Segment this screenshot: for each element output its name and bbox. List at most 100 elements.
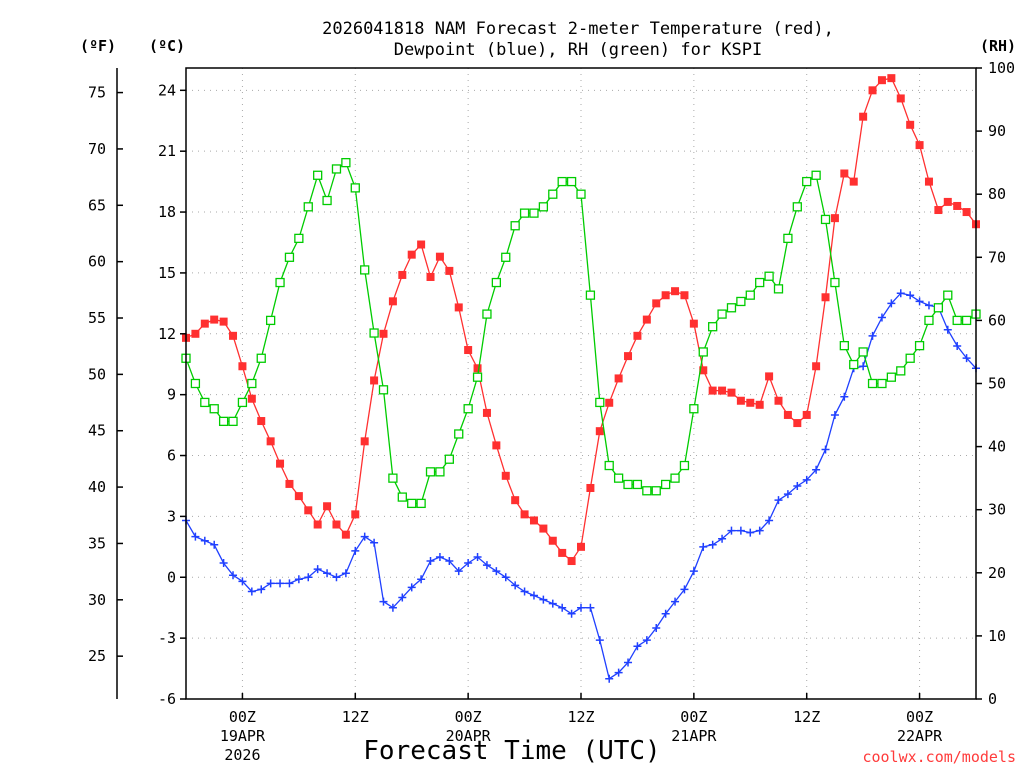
rh-point bbox=[538, 202, 549, 212]
rh-point bbox=[425, 467, 436, 477]
celsius-unit-label: (ºC) bbox=[149, 37, 185, 55]
rh-point bbox=[924, 315, 934, 326]
rh-tick-label: 20 bbox=[988, 564, 1006, 582]
rh-point bbox=[247, 378, 257, 389]
celsius-tick-label: 18 bbox=[158, 203, 176, 221]
time-tick-label: 00Z bbox=[906, 708, 933, 726]
rh-point bbox=[548, 189, 558, 199]
temperature-point bbox=[529, 516, 538, 525]
temperature-point bbox=[840, 169, 849, 178]
rh-point bbox=[378, 385, 389, 395]
rh-point bbox=[341, 157, 351, 168]
temperature-point bbox=[830, 214, 839, 223]
rh-point bbox=[303, 202, 313, 212]
rh-point bbox=[877, 378, 887, 389]
rh-point bbox=[933, 303, 944, 313]
rh-point bbox=[736, 296, 746, 307]
dewpoint-point bbox=[257, 585, 266, 594]
rh-point bbox=[491, 277, 502, 288]
temperature-point bbox=[896, 94, 905, 103]
fahrenheit-tick-label: 55 bbox=[88, 309, 106, 327]
temperature-point bbox=[943, 197, 952, 206]
dewpoint-point bbox=[304, 573, 313, 582]
temperature-point bbox=[586, 483, 595, 492]
temperature-point bbox=[191, 329, 200, 338]
temperature-point bbox=[379, 329, 388, 338]
rh-point bbox=[914, 340, 925, 351]
rh-tick-label: 10 bbox=[988, 627, 1006, 645]
celsius-tick-label: 24 bbox=[158, 81, 176, 99]
celsius-axis: -6 -3 0 3 6 9 12 15 18 21 24 bbox=[158, 81, 186, 708]
fahrenheit-unit-label: (ºF) bbox=[80, 37, 116, 55]
dewpoint-point bbox=[624, 658, 633, 667]
dewpoint-point bbox=[191, 532, 200, 541]
time-tick-label: 12Z bbox=[342, 708, 369, 726]
celsius-tick-label: 3 bbox=[167, 507, 176, 525]
rh-point bbox=[322, 195, 332, 206]
rh-point bbox=[726, 303, 737, 313]
rh-point bbox=[886, 372, 897, 382]
year-tick-label: 2026 bbox=[224, 746, 260, 764]
dewpoint-point bbox=[210, 540, 219, 549]
temperature-point bbox=[642, 315, 651, 324]
fahrenheit-tick-label: 70 bbox=[88, 140, 106, 158]
temperature-point bbox=[924, 177, 933, 186]
temperature-point bbox=[953, 201, 962, 210]
chart-title-line2: Dewpoint (blue), RH (green) for KSPI bbox=[394, 40, 762, 60]
rh-point bbox=[905, 353, 915, 363]
temperature-point bbox=[332, 520, 341, 529]
rh-point bbox=[783, 233, 793, 244]
temperature-point bbox=[482, 408, 491, 417]
dewpoint-series bbox=[182, 289, 980, 683]
dewpoint-point bbox=[567, 609, 576, 618]
dewpoint-point bbox=[680, 585, 689, 594]
series-layer bbox=[181, 74, 981, 683]
rh-point bbox=[444, 454, 454, 464]
dewpoint-point bbox=[755, 526, 764, 535]
dewpoint-point bbox=[539, 595, 548, 604]
temperature-point bbox=[210, 315, 219, 324]
rh-point bbox=[388, 473, 398, 483]
temperature-point bbox=[849, 177, 858, 186]
dewpoint-point bbox=[492, 567, 501, 576]
rh-point bbox=[200, 397, 210, 408]
dewpoint-point bbox=[219, 559, 228, 568]
temperature-point bbox=[727, 388, 736, 397]
temperature-point bbox=[388, 297, 397, 306]
dewpoint-point bbox=[896, 289, 905, 298]
temperature-point bbox=[661, 291, 670, 300]
fahrenheit-tick-label: 25 bbox=[88, 647, 106, 665]
dewpoint-point bbox=[351, 546, 360, 555]
dewpoint-point bbox=[661, 609, 670, 618]
temperature-point bbox=[417, 240, 426, 249]
rh-point bbox=[689, 404, 699, 414]
rh-point bbox=[745, 290, 755, 300]
rh-point bbox=[943, 290, 953, 300]
rh-point bbox=[350, 183, 360, 193]
rh-point bbox=[717, 309, 727, 319]
temperature-point bbox=[435, 252, 444, 261]
temperature-point bbox=[492, 441, 501, 450]
temperature-series bbox=[182, 74, 980, 566]
time-tick-label: 00Z bbox=[680, 708, 707, 726]
temperature-point bbox=[633, 331, 642, 340]
rh-series bbox=[181, 157, 981, 509]
dewpoint-point bbox=[473, 552, 482, 561]
celsius-tick-label: 0 bbox=[167, 568, 176, 586]
rh-point bbox=[237, 397, 248, 408]
rh-point bbox=[792, 202, 802, 212]
temperature-point bbox=[370, 376, 379, 385]
rh-point bbox=[190, 378, 201, 389]
dewpoint-point bbox=[294, 575, 303, 584]
credit-text: coolwx.com/models bbox=[862, 748, 1016, 766]
temperature-point bbox=[595, 427, 604, 436]
dewpoint-point bbox=[238, 577, 247, 586]
rh-point bbox=[566, 176, 577, 187]
dewpoint-point bbox=[511, 581, 520, 590]
temperature-point bbox=[962, 208, 971, 217]
rh-point bbox=[482, 309, 492, 319]
temperature-point bbox=[285, 479, 294, 488]
dewpoint-point bbox=[868, 331, 877, 340]
temperature-point bbox=[671, 287, 680, 296]
rh-point bbox=[360, 265, 370, 275]
